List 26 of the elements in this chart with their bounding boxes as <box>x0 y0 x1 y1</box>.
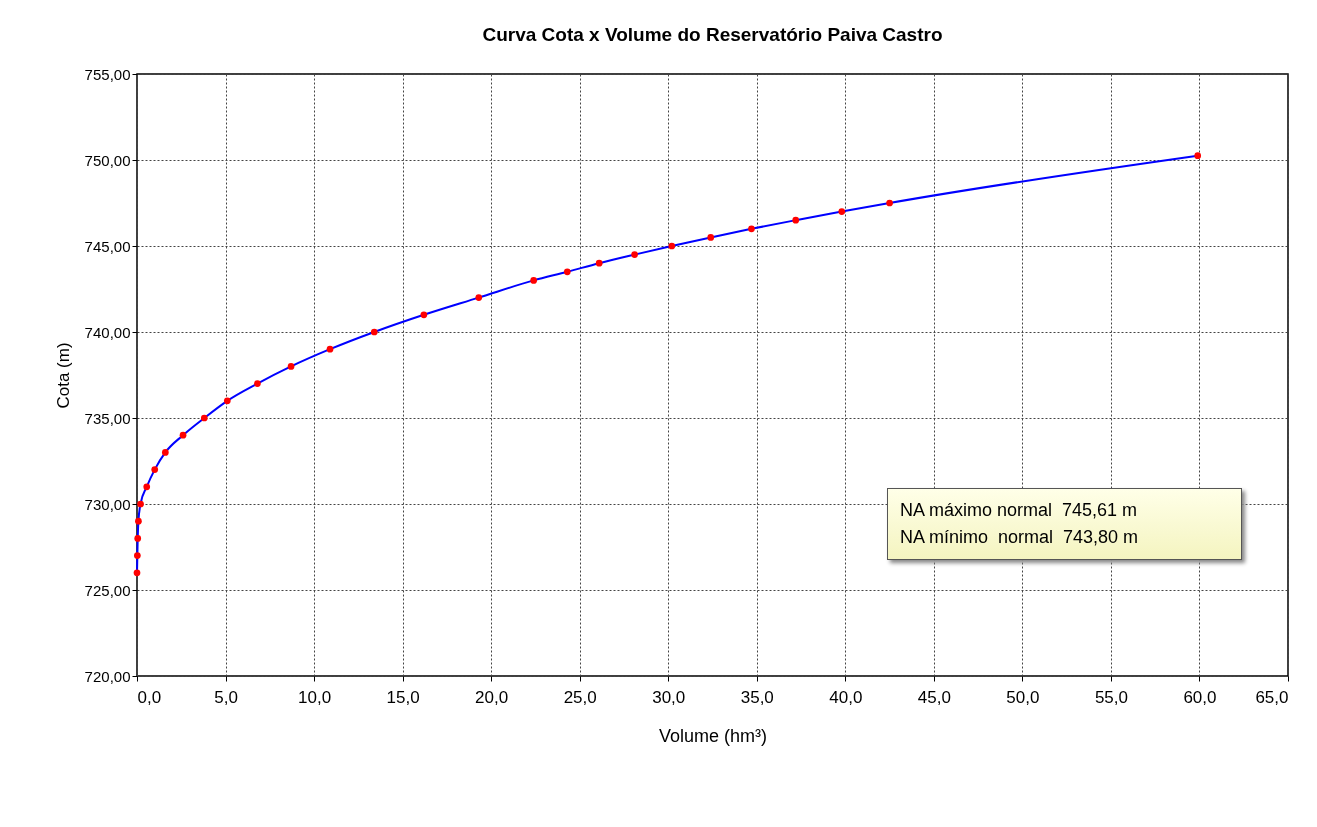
x-tick-label: 10,0 <box>298 687 332 707</box>
x-tick-label: 35,0 <box>740 687 774 707</box>
y-tick-label: 725,00 <box>84 581 131 599</box>
x-tick-label: 50,0 <box>1006 687 1040 707</box>
x-tick-label: 55,0 <box>1094 687 1128 707</box>
y-tick-label: 755,00 <box>84 65 131 83</box>
x-axis-title: Volume (hm³) <box>658 725 768 746</box>
y-tick-label: 735,00 <box>84 409 131 427</box>
x-tick-label: 60,0 <box>1183 687 1217 707</box>
x-tick-label: 65,0 <box>1255 687 1289 707</box>
y-axis-title: Cota (m) <box>53 342 73 409</box>
x-tick-label: 25,0 <box>563 687 597 707</box>
x-tick-label: 40,0 <box>829 687 863 707</box>
y-tick-label: 750,00 <box>84 151 131 169</box>
x-tick-label: 45,0 <box>917 687 951 707</box>
x-tick-label: 15,0 <box>386 687 420 707</box>
chart-title: Curva Cota x Volume do Reservatório Paiva Castro <box>482 24 943 45</box>
y-tick-label: 720,00 <box>84 667 131 685</box>
x-tick-label: 0,0 <box>137 687 162 707</box>
y-tick-label: 740,00 <box>84 323 131 341</box>
x-tick-label: 30,0 <box>652 687 686 707</box>
note-box: NA máximo normal 745,61 m NA mínimo normal 743,80 m <box>887 488 1242 560</box>
x-tick-label: 20,0 <box>475 687 509 707</box>
y-tick-label: 730,00 <box>84 495 131 513</box>
x-tick-label: 5,0 <box>214 687 238 707</box>
y-tick-label: 745,00 <box>84 237 131 255</box>
